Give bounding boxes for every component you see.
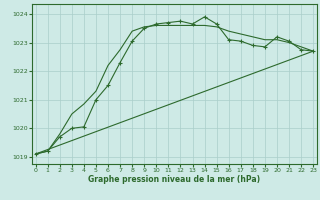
X-axis label: Graphe pression niveau de la mer (hPa): Graphe pression niveau de la mer (hPa) bbox=[88, 175, 260, 184]
